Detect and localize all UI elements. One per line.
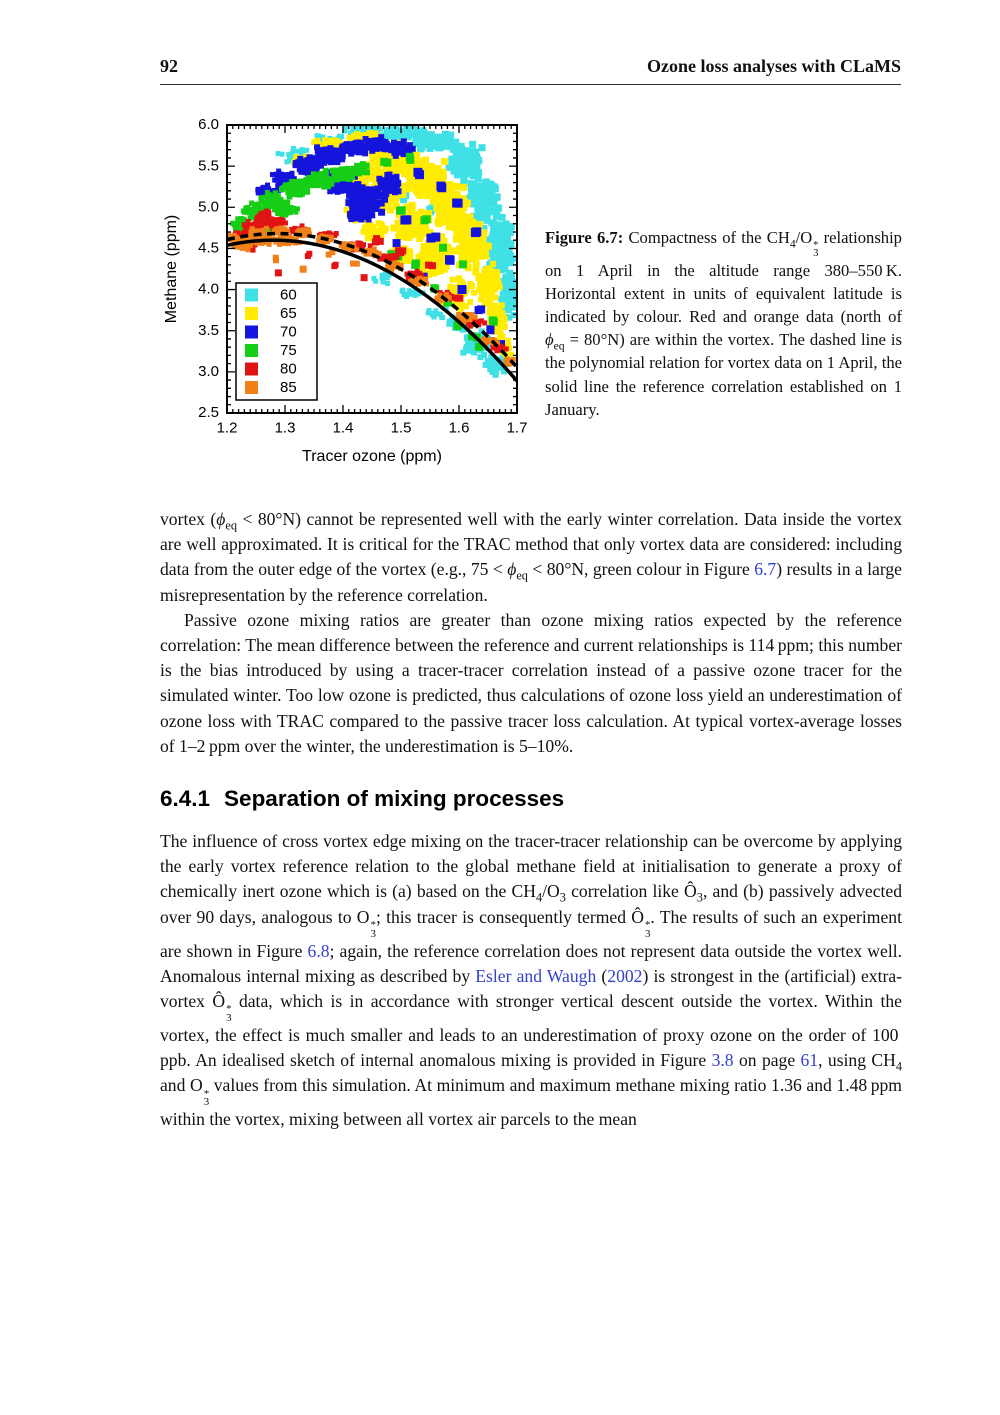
section-heading: 6.4.1 Separation of mixing processes — [160, 786, 902, 812]
ref-link-figure-6-8[interactable]: 6.8 — [307, 940, 330, 961]
ref-link-figure-6-7[interactable]: 6.7 — [754, 559, 777, 580]
ref-link-figure-3-8[interactable]: 3.8 — [711, 1050, 734, 1071]
figure-6-7 — [160, 100, 540, 490]
page-number: 92 — [160, 56, 178, 76]
figure-caption: Figure 6.7: Compactness of the CH4/O * 3 r… — [545, 228, 902, 419]
section-title: Separation of mixing processes — [224, 786, 565, 812]
section-number: 6.4.1 — [160, 786, 211, 812]
paragraph-passive-ozone: Passive ozone mixing ratios are greater … — [160, 609, 902, 756]
page-header: 92 Ozone loss analyses with CLaMS — [160, 56, 901, 85]
methane-ozone-scatter-chart — [160, 100, 540, 490]
ref-link-page-61[interactable]: 61 — [800, 1050, 819, 1071]
body-text: vortex (ϕeq < 80°N) cannot be represente… — [160, 507, 902, 1132]
paragraph-vortex-correlation: vortex (ϕeq < 80°N) cannot be represente… — [160, 509, 902, 605]
paragraph-mixing-separation: The influence of cross vortex edge mixin… — [160, 831, 903, 1130]
ref-link-2002[interactable]: 2002 — [607, 965, 643, 986]
ref-link-esler-waugh[interactable]: Esler and Waugh — [475, 965, 597, 986]
running-title: Ozone loss analyses with CLaMS — [646, 56, 901, 76]
